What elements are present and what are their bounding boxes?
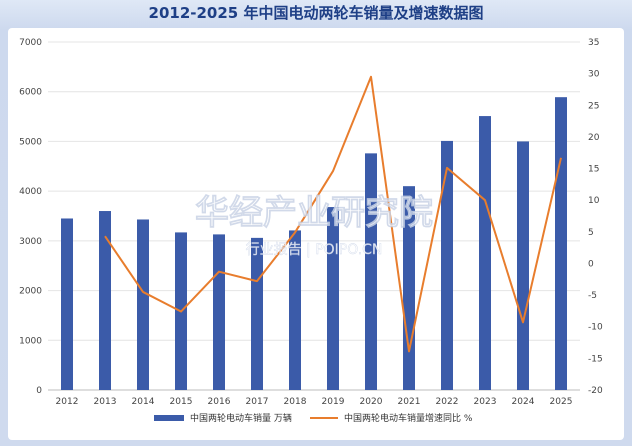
x-tick-label: 2021 (398, 397, 421, 407)
x-tick-label: 2020 (360, 397, 383, 407)
x-tick-label: 2019 (322, 397, 345, 407)
x-tick-label: 2018 (284, 397, 307, 407)
y-left-tick-label: 7000 (19, 38, 42, 48)
x-tick-label: 2023 (474, 397, 497, 407)
x-tick-label: 2024 (512, 397, 535, 407)
x-tick-label: 2016 (208, 397, 231, 407)
x-tick-label: 2012 (56, 397, 79, 407)
bar (517, 141, 529, 390)
y-left-tick-label: 3000 (19, 237, 42, 247)
x-tick-label: 2017 (246, 397, 269, 407)
bar (327, 207, 339, 390)
y-right-tick-label: -5 (588, 291, 597, 301)
y-left-tick-label: 6000 (19, 88, 42, 98)
bar (441, 140, 453, 390)
y-right-tick-label: 20 (588, 133, 600, 143)
bar (365, 153, 377, 390)
y-right-tick-label: -20 (588, 386, 603, 396)
x-tick-label: 2015 (170, 397, 193, 407)
bar (99, 211, 111, 390)
y-right-tick-label: 0 (588, 259, 594, 269)
y-left-tick-label: 2000 (19, 287, 42, 297)
bar (213, 234, 225, 390)
y-right-tick-label: -10 (588, 323, 603, 333)
legend-label-line: 中国两轮电动车销量增速同比 % (344, 412, 473, 424)
bar (289, 230, 301, 390)
chart-title: 2012-2025 年中国电动两轮车销量及增速数据图 (148, 4, 484, 22)
x-tick-label: 2025 (550, 397, 573, 407)
y-left-tick-label: 0 (36, 386, 42, 396)
y-right-tick-label: -15 (588, 354, 603, 364)
chart-panel: 0 1000 2000 3000 4000 5000 6000 7000 -20 -15 -10 -5… (8, 28, 624, 440)
y-left-tick-label: 1000 (19, 336, 42, 346)
bar (61, 218, 73, 390)
watermark-main: 华经产业研究院 (195, 193, 433, 233)
bar (479, 116, 491, 391)
bar (137, 219, 149, 390)
watermark-sub: 行业报告 | POIPO.CN (246, 242, 383, 258)
y-right-tick-label: 35 (588, 38, 599, 48)
legend-swatch-bar (154, 415, 184, 421)
y-right-tick-label: 25 (588, 101, 599, 111)
y-right-tick-label: 5 (588, 228, 594, 238)
y-right-tick-label: 30 (588, 70, 600, 80)
x-tick-label: 2013 (94, 397, 117, 407)
x-tick-label: 2022 (436, 397, 459, 407)
bar (251, 237, 263, 390)
chart-svg: 0 1000 2000 3000 4000 5000 6000 7000 -20 -15 -10 -5… (19, 38, 603, 424)
growth-line (104, 75, 562, 353)
y-right-tick-label: 10 (588, 196, 600, 206)
y-left-tick-label: 5000 (19, 137, 42, 147)
legend-label-bar: 中国两轮电动车销量 万辆 (190, 412, 292, 424)
x-tick-label: 2014 (132, 397, 155, 407)
y-left-tick-label: 4000 (19, 187, 42, 197)
y-right-tick-label: 15 (588, 165, 599, 175)
bar (555, 97, 567, 390)
